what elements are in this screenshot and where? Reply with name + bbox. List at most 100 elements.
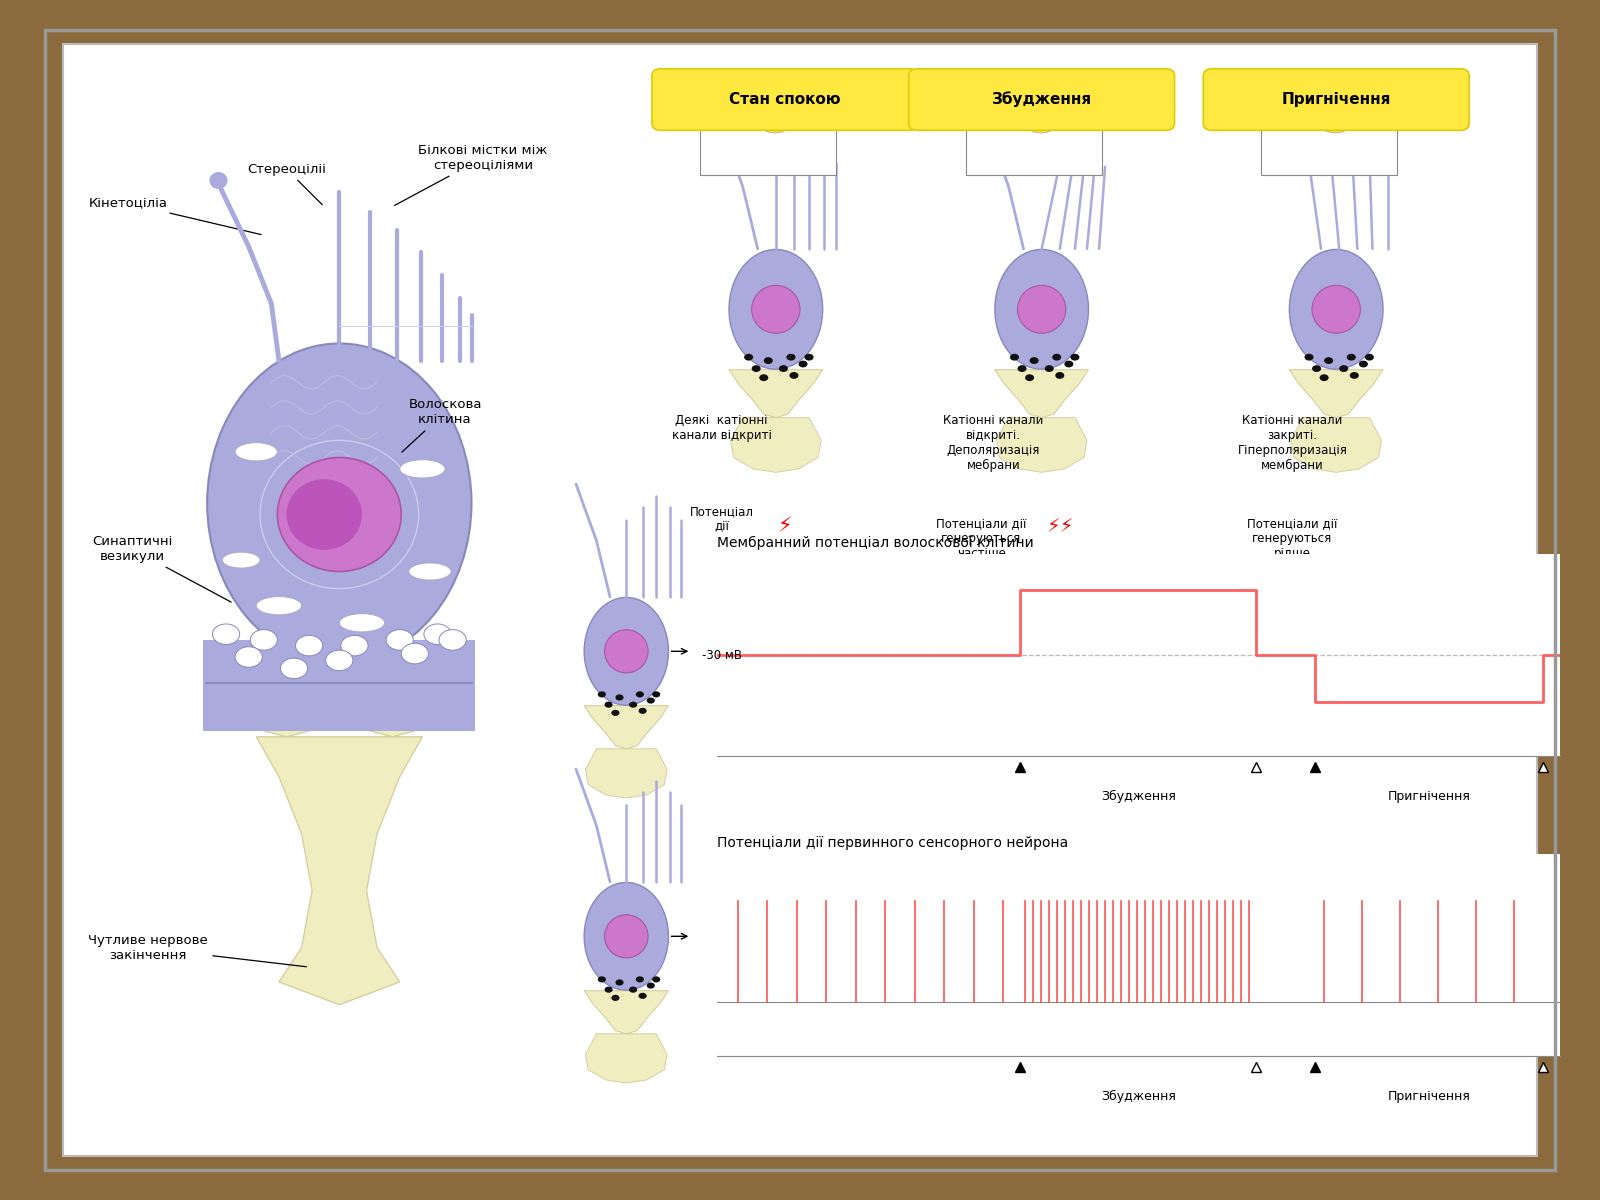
Ellipse shape bbox=[210, 172, 227, 190]
Polygon shape bbox=[203, 640, 475, 731]
Circle shape bbox=[1312, 365, 1322, 372]
Circle shape bbox=[1347, 354, 1355, 360]
Text: Чутливе нервове
закінчення: Чутливе нервове закінчення bbox=[88, 934, 306, 967]
FancyBboxPatch shape bbox=[966, 89, 1102, 175]
Circle shape bbox=[653, 691, 661, 697]
Polygon shape bbox=[206, 683, 472, 737]
Text: Збудження: Збудження bbox=[1101, 1090, 1176, 1103]
Ellipse shape bbox=[206, 343, 472, 662]
Text: Деякі  катіонні
канали відкриті: Деякі катіонні канали відкриті bbox=[672, 414, 771, 442]
Circle shape bbox=[213, 624, 240, 644]
Circle shape bbox=[438, 630, 466, 650]
Circle shape bbox=[616, 979, 624, 985]
Ellipse shape bbox=[1312, 286, 1360, 334]
Text: +: + bbox=[1331, 115, 1339, 124]
Polygon shape bbox=[586, 1033, 667, 1084]
Ellipse shape bbox=[277, 457, 402, 571]
Circle shape bbox=[1317, 106, 1354, 133]
Circle shape bbox=[605, 702, 613, 708]
Text: Кінетоціліа: Кінетоціліа bbox=[88, 197, 261, 234]
Text: Синаптичні
везикули: Синаптичні везикули bbox=[93, 535, 230, 602]
Text: Стан спокою: Стан спокою bbox=[730, 92, 840, 107]
Ellipse shape bbox=[584, 882, 669, 990]
Circle shape bbox=[653, 977, 661, 983]
Text: -30 мВ: -30 мВ bbox=[702, 649, 742, 661]
Circle shape bbox=[424, 624, 451, 644]
Circle shape bbox=[1070, 354, 1080, 360]
Text: Збудження: Збудження bbox=[992, 91, 1091, 108]
Circle shape bbox=[1026, 374, 1034, 382]
Circle shape bbox=[250, 630, 277, 650]
Circle shape bbox=[611, 995, 619, 1001]
Ellipse shape bbox=[995, 250, 1088, 370]
Circle shape bbox=[752, 365, 760, 372]
Ellipse shape bbox=[222, 552, 261, 568]
Text: Білкові містки між
стереоціліями: Білкові містки між стереоціліями bbox=[395, 144, 547, 205]
Circle shape bbox=[296, 635, 323, 656]
Text: Пригнічення: Пригнічення bbox=[1387, 1090, 1470, 1103]
Text: Потенціали дії
генеруються
частіше: Потенціали дії генеруються частіше bbox=[936, 517, 1027, 559]
FancyBboxPatch shape bbox=[1261, 89, 1397, 175]
Circle shape bbox=[635, 691, 643, 697]
Circle shape bbox=[616, 695, 624, 701]
Polygon shape bbox=[997, 418, 1086, 473]
Circle shape bbox=[1365, 354, 1374, 360]
Circle shape bbox=[763, 358, 773, 364]
Circle shape bbox=[1064, 361, 1074, 367]
Ellipse shape bbox=[605, 630, 648, 673]
Circle shape bbox=[787, 354, 795, 360]
FancyBboxPatch shape bbox=[701, 89, 837, 175]
Ellipse shape bbox=[235, 443, 277, 461]
FancyBboxPatch shape bbox=[62, 43, 1538, 1157]
Ellipse shape bbox=[339, 613, 384, 632]
FancyBboxPatch shape bbox=[909, 68, 1174, 131]
Text: Стереоціліі: Стереоціліі bbox=[246, 162, 326, 205]
Ellipse shape bbox=[605, 914, 648, 958]
Circle shape bbox=[341, 635, 368, 656]
Circle shape bbox=[598, 977, 606, 983]
Circle shape bbox=[779, 365, 787, 372]
Circle shape bbox=[1320, 374, 1328, 382]
Polygon shape bbox=[995, 370, 1088, 418]
Circle shape bbox=[635, 977, 643, 983]
Circle shape bbox=[638, 992, 646, 998]
Text: Потенціал
дії: Потенціал дії bbox=[690, 505, 754, 533]
Circle shape bbox=[402, 643, 429, 664]
Circle shape bbox=[646, 983, 654, 989]
Text: Потенціали дії первинного сенсорного нейрона: Потенціали дії первинного сенсорного ней… bbox=[717, 836, 1069, 851]
Circle shape bbox=[386, 630, 413, 650]
Circle shape bbox=[1325, 358, 1333, 364]
Circle shape bbox=[1358, 361, 1368, 367]
Circle shape bbox=[1022, 106, 1059, 133]
Polygon shape bbox=[586, 749, 667, 798]
Circle shape bbox=[760, 374, 768, 382]
Text: Потенціали дії
генеруються
рідше: Потенціали дії генеруються рідше bbox=[1248, 517, 1338, 559]
Circle shape bbox=[744, 354, 754, 360]
Ellipse shape bbox=[1018, 286, 1066, 334]
Circle shape bbox=[638, 708, 646, 714]
Ellipse shape bbox=[256, 596, 301, 614]
Polygon shape bbox=[1291, 418, 1381, 473]
Polygon shape bbox=[730, 370, 822, 418]
Text: Катіонні канали
відкриті.
Деполяризація
мебрани: Катіонні канали відкриті. Деполяризація … bbox=[942, 414, 1043, 473]
Text: Пригнічення: Пригнічення bbox=[1387, 790, 1470, 803]
Circle shape bbox=[1350, 372, 1358, 379]
Ellipse shape bbox=[584, 598, 669, 706]
Circle shape bbox=[1045, 365, 1054, 372]
Circle shape bbox=[629, 702, 637, 708]
Circle shape bbox=[605, 986, 613, 992]
Circle shape bbox=[1339, 365, 1349, 372]
Circle shape bbox=[598, 691, 606, 697]
Ellipse shape bbox=[286, 479, 362, 550]
Text: +: + bbox=[771, 115, 779, 124]
Circle shape bbox=[629, 986, 637, 992]
Ellipse shape bbox=[730, 250, 822, 370]
Polygon shape bbox=[256, 737, 422, 1004]
Circle shape bbox=[326, 650, 354, 671]
Circle shape bbox=[646, 697, 654, 703]
Text: Синапс: Синапс bbox=[357, 701, 456, 727]
Ellipse shape bbox=[400, 460, 445, 478]
Circle shape bbox=[805, 354, 813, 360]
Polygon shape bbox=[584, 991, 669, 1033]
Circle shape bbox=[1010, 354, 1019, 360]
